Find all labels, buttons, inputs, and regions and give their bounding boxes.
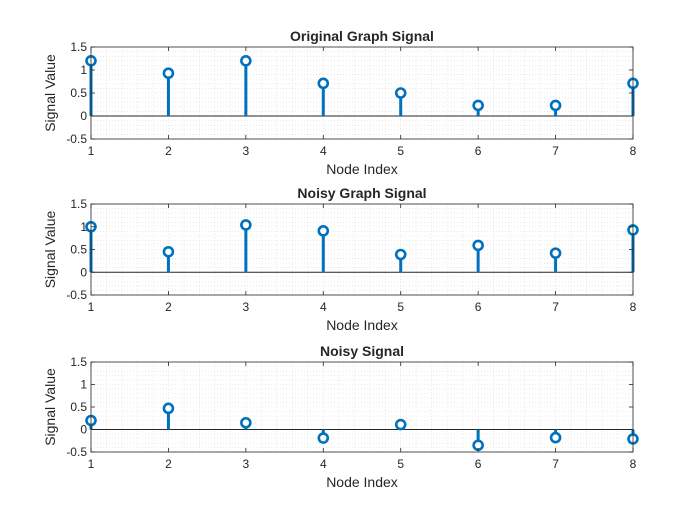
x-axis-label: Node Index — [326, 474, 398, 490]
stem-marker — [317, 77, 330, 90]
y-tick-label: -0.5 — [66, 288, 87, 302]
stem-marker — [317, 432, 330, 444]
x-tick-label: 5 — [397, 144, 404, 158]
x-tick-label: 1 — [88, 457, 95, 471]
stem-marker — [240, 54, 252, 67]
x-tick-label: 2 — [165, 144, 172, 158]
x-tick-label: 7 — [552, 300, 559, 314]
x-tick-label: 8 — [630, 457, 637, 471]
y-tick-label: 1 — [80, 63, 87, 77]
stem-marker — [549, 247, 562, 259]
x-tick-label: 6 — [475, 144, 482, 158]
stem-marker — [240, 416, 252, 429]
y-axis-label: Signal Value — [42, 54, 58, 132]
x-tick-label: 4 — [320, 144, 327, 158]
y-axis-label: Signal Value — [42, 368, 58, 446]
y-axis-label: Signal Value — [42, 211, 58, 289]
x-tick-label: 2 — [165, 457, 172, 471]
y-tick-label: 0.5 — [70, 86, 87, 100]
y-tick-label: 1 — [80, 220, 87, 234]
stem-marker — [394, 248, 407, 261]
stem-marker — [394, 87, 407, 99]
stem-marker — [240, 219, 252, 231]
x-axis-label: Node Index — [326, 161, 398, 177]
x-tick-label: 7 — [552, 144, 559, 158]
x-tick-label: 4 — [320, 300, 327, 314]
x-tick-label: 1 — [88, 144, 95, 158]
y-tick-label: -0.5 — [66, 445, 87, 459]
x-tick-label: 8 — [630, 300, 637, 314]
x-tick-label: 3 — [243, 300, 250, 314]
x-tick-label: 6 — [475, 300, 482, 314]
x-tick-label: 3 — [243, 144, 250, 158]
y-tick-label: 0 — [80, 423, 87, 437]
subplot-2: 1 2 3 4 5 6 7 8 -0.5 0 0.5 1 1.5 Noisy Graph Signal No… — [42, 185, 639, 333]
stem-marker — [317, 225, 330, 237]
x-tick-label: 5 — [397, 457, 404, 471]
chart-title: Original Graph Signal — [290, 28, 434, 44]
y-tick-label: -0.5 — [66, 132, 87, 146]
subplot-1: 1 2 3 4 5 6 7 8 -0.5 0 0.5 1 1.5 Original Graph Signa… — [42, 28, 639, 177]
y-tick-label: 1 — [80, 378, 87, 392]
y-tick-label: 0.5 — [70, 400, 87, 414]
x-tick-label: 1 — [88, 300, 95, 314]
x-tick-label: 2 — [165, 300, 172, 314]
stem-marker — [162, 67, 175, 80]
subplot-3: 1 2 3 4 5 6 7 8 -0.5 0 0.5 1 1.5 Noisy Signal Node Ind… — [42, 343, 639, 490]
stem-series — [85, 219, 639, 273]
x-tick-label: 5 — [397, 300, 404, 314]
y-tick-label: 1.5 — [70, 40, 87, 54]
y-tick-label: 1.5 — [70, 197, 87, 211]
stem-marker — [394, 418, 407, 431]
stem-marker — [162, 402, 175, 415]
y-tick-label: 1.5 — [70, 355, 87, 369]
chart-title: Noisy Signal — [320, 343, 404, 359]
x-tick-label: 7 — [552, 457, 559, 471]
x-tick-label: 4 — [320, 457, 327, 471]
stem-marker — [162, 245, 175, 258]
x-tick-label: 6 — [475, 457, 482, 471]
y-tick-label: 0.5 — [70, 243, 87, 257]
y-tick-label: 0 — [80, 265, 87, 279]
stem-marker — [472, 99, 484, 112]
x-tick-label: 3 — [243, 457, 250, 471]
stem-marker — [549, 431, 562, 444]
chart-title: Noisy Graph Signal — [297, 185, 426, 201]
stem-marker — [472, 239, 484, 252]
y-tick-label: 0 — [80, 109, 87, 123]
stem-marker — [549, 99, 562, 112]
x-tick-label: 8 — [630, 144, 637, 158]
x-axis-label: Node Index — [326, 317, 398, 333]
